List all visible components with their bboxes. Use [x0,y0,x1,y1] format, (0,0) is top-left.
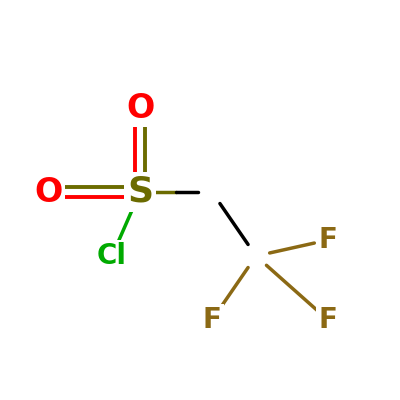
Text: O: O [126,92,154,124]
Text: Cl: Cl [97,242,127,270]
Text: F: F [202,306,222,334]
Text: F: F [318,306,338,334]
Text: F: F [318,226,338,254]
Text: S: S [127,175,153,209]
Text: O: O [34,176,62,208]
